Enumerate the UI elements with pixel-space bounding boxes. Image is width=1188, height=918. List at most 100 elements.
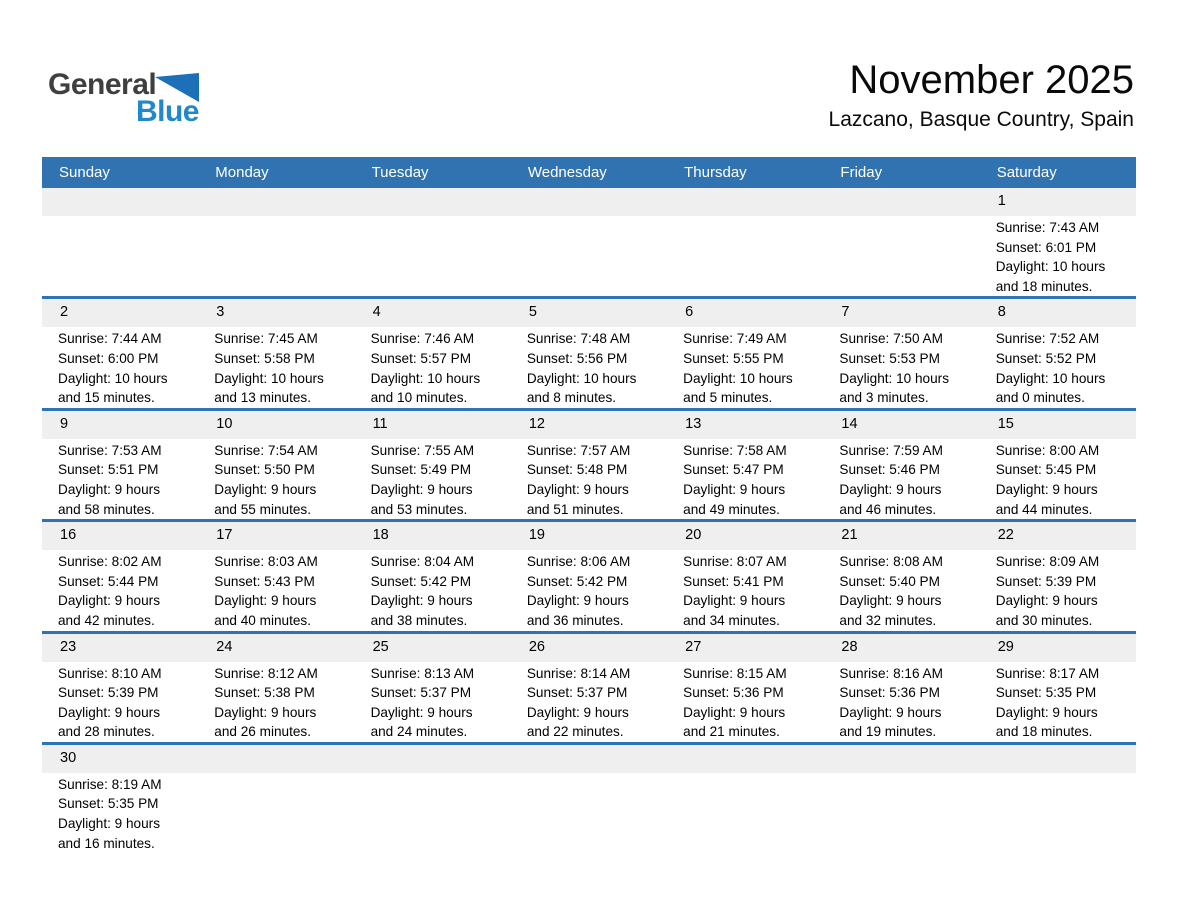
day-cell-15: 15 Sunrise: 8:00 AM Sunset: 5:45 PM Dayligh… [979, 410, 1136, 519]
title-block: November 2025 Lazcano, Basque Country, S… [829, 57, 1134, 133]
sunrise-text: Sunrise: 7:58 AM [683, 442, 787, 458]
weekday-header-thursday: Thursday [684, 164, 747, 181]
day-number: 22 [979, 522, 1136, 551]
calendar-grid: Sunday Monday Tuesday Wednesday Thursday Frid… [42, 157, 1136, 853]
daylight-text-cont: and 16 minutes. [58, 835, 155, 851]
page-subtitle: Lazcano, Basque Country, Spain [828, 108, 1134, 131]
weekday-header-friday: Friday [840, 164, 883, 181]
sunrise-text: Sunrise: 8:04 AM [370, 554, 475, 570]
day-cell-12: 12 Sunrise: 7:57 AM Sunset: 5:48 PM Dayligh… [510, 410, 668, 519]
daylight-text: Daylight: 9 hours [526, 704, 629, 720]
daylight-text: Daylight: 9 hours [214, 593, 317, 609]
day-detail: Sunrise: 8:13 AM Sunset: 5:37 PM Daylight:… [355, 662, 511, 742]
daylight-text: Daylight: 10 hours [839, 370, 949, 386]
daylight-text: Daylight: 9 hours [526, 481, 629, 497]
day-number: 18 [354, 522, 511, 551]
calendar-page: General Blue November 2025 Lazcano, Basq… [42, 0, 1136, 853]
day-cell-18: 18 Sunrise: 8:04 AM Sunset: 5:42 PM Dayligh… [354, 522, 511, 630]
day-number: 30 [42, 744, 199, 773]
sunset-text: Sunset: 6:00 PM [58, 350, 159, 366]
sunset-text: Sunset: 6:01 PM [995, 239, 1097, 255]
day-cell-30: 30 Sunrise: 8:19 AM Sunset: 5:35 PM Dayligh… [42, 744, 199, 853]
sunset-text: Sunset: 5:45 PM [995, 462, 1097, 478]
day-detail: Sunrise: 8:08 AM Sunset: 5:40 PM Daylight:… [823, 550, 979, 630]
daylight-text: Daylight: 9 hours [58, 593, 161, 609]
sunrise-text: Sunrise: 8:19 AM [58, 776, 162, 792]
logo-text-blue: Blue [135, 95, 200, 128]
daylight-text: Daylight: 9 hours [526, 593, 629, 609]
sunset-text: Sunset: 5:37 PM [526, 685, 628, 701]
daylight-text-cont: and 18 minutes. [995, 278, 1093, 294]
daylight-text: Daylight: 9 hours [839, 481, 942, 497]
day-detail: Sunrise: 7:59 AM Sunset: 5:46 PM Daylight:… [823, 439, 979, 519]
sunrise-text: Sunrise: 8:06 AM [526, 554, 631, 570]
empty-day-cell [510, 188, 668, 296]
sunset-text: Sunset: 5:37 PM [370, 685, 472, 701]
daylight-text-cont: and 18 minutes. [995, 724, 1093, 740]
sunrise-text: Sunrise: 7:46 AM [370, 331, 475, 347]
sunrise-text: Sunrise: 8:00 AM [995, 442, 1100, 458]
day-cell-27: 27 Sunrise: 8:15 AM Sunset: 5:36 PM Dayligh… [667, 633, 824, 742]
general-blue-logo: General Blue [48, 68, 248, 130]
day-number: 14 [823, 410, 980, 439]
sunset-text: Sunset: 5:51 PM [58, 462, 159, 478]
day-detail: Sunrise: 8:06 AM Sunset: 5:42 PM Daylight:… [511, 550, 667, 630]
empty-day-cell [979, 744, 1136, 853]
day-number: 10 [198, 410, 355, 439]
sunset-text: Sunset: 5:46 PM [839, 462, 940, 478]
daylight-text-cont: and 32 minutes. [839, 612, 937, 628]
daylight-text-cont: and 24 minutes. [370, 724, 468, 740]
daylight-text: Daylight: 9 hours [683, 481, 786, 497]
day-cell-19: 19 Sunrise: 8:06 AM Sunset: 5:42 PM Dayligh… [510, 522, 668, 630]
sunset-text: Sunset: 5:36 PM [839, 685, 940, 701]
day-cell-20: 20 Sunrise: 8:07 AM Sunset: 5:41 PM Dayligh… [667, 522, 824, 630]
day-cell-28: 28 Sunrise: 8:16 AM Sunset: 5:36 PM Dayligh… [823, 633, 980, 742]
daylight-text: Daylight: 9 hours [995, 593, 1098, 609]
day-cell-7: 7 Sunrise: 7:50 AM Sunset: 5:53 PM Daylight… [823, 299, 980, 407]
daylight-text: Daylight: 10 hours [995, 370, 1106, 386]
day-cell-26: 26 Sunrise: 8:14 AM Sunset: 5:37 PM Dayligh… [510, 633, 668, 742]
daylight-text-cont: and 46 minutes. [839, 501, 937, 517]
day-cell-29: 29 Sunrise: 8:17 AM Sunset: 5:35 PM Dayligh… [979, 633, 1136, 742]
sunrise-text: Sunrise: 7:50 AM [839, 331, 943, 347]
daylight-text: Daylight: 10 hours [370, 370, 481, 386]
sunset-text: Sunset: 5:57 PM [370, 350, 472, 366]
day-number: 29 [979, 633, 1136, 662]
day-detail: Sunrise: 7:49 AM Sunset: 5:55 PM Daylight:… [667, 327, 823, 407]
daylight-text: Daylight: 10 hours [683, 370, 793, 386]
daylight-text: Daylight: 9 hours [995, 481, 1098, 497]
sunset-text: Sunset: 5:47 PM [683, 462, 784, 478]
daylight-text-cont: and 30 minutes. [995, 612, 1093, 628]
daylight-text: Daylight: 10 hours [214, 370, 324, 386]
daylight-text-cont: and 58 minutes. [58, 501, 155, 517]
sunset-text: Sunset: 5:35 PM [995, 685, 1097, 701]
sunset-text: Sunset: 5:58 PM [214, 350, 315, 366]
daylight-text-cont: and 42 minutes. [58, 612, 155, 628]
day-cell-8: 8 Sunrise: 7:52 AM Sunset: 5:52 PM Daylight… [979, 299, 1136, 407]
day-detail: Sunrise: 8:12 AM Sunset: 5:38 PM Daylight:… [198, 662, 354, 742]
sunrise-text: Sunrise: 7:43 AM [995, 220, 1100, 235]
sunset-text: Sunset: 5:35 PM [58, 796, 159, 812]
weekday-header-wednesday: Wednesday [527, 164, 607, 181]
daylight-text: Daylight: 9 hours [995, 704, 1098, 720]
sunrise-text: Sunrise: 8:09 AM [995, 554, 1100, 570]
day-number [667, 188, 824, 216]
sunrise-text: Sunrise: 8:03 AM [214, 554, 318, 570]
day-cell-5: 5 Sunrise: 7:48 AM Sunset: 5:56 PM Daylight… [510, 299, 668, 407]
sunrise-text: Sunrise: 8:12 AM [214, 665, 318, 681]
empty-day-cell [667, 188, 824, 296]
day-cell-3: 3 Sunrise: 7:45 AM Sunset: 5:58 PM Daylight… [198, 299, 355, 407]
weekday-header-tuesday: Tuesday [371, 164, 429, 181]
day-number: 16 [42, 522, 199, 551]
week-row-1: 1 Sunrise: 7:43 AM Sunset: 6:01 PM Daylight… [42, 188, 1136, 296]
sunrise-text: Sunrise: 7:53 AM [58, 442, 162, 458]
empty-day-cell [823, 188, 980, 296]
sunset-text: Sunset: 5:49 PM [370, 462, 472, 478]
daylight-text-cont: and 51 minutes. [526, 501, 624, 517]
day-number: 26 [510, 633, 668, 662]
day-number: 9 [42, 410, 199, 439]
day-detail: Sunrise: 7:58 AM Sunset: 5:47 PM Daylight:… [667, 439, 823, 519]
daylight-text: Daylight: 9 hours [58, 704, 161, 720]
empty-day-cell [354, 188, 511, 296]
day-detail: Sunrise: 7:46 AM Sunset: 5:57 PM Daylight:… [355, 327, 511, 407]
